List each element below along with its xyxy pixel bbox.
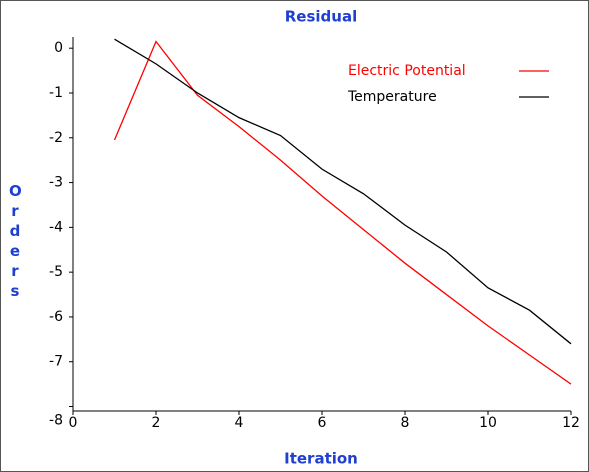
chart-title: Residual (285, 8, 357, 26)
series-line (113, 40, 572, 385)
legend-label: Temperature (347, 89, 437, 105)
y-tick-label: 0 (54, 40, 63, 56)
y-tick-label: -1 (49, 85, 63, 101)
y-tick-label: -4 (49, 219, 63, 235)
x-tick-label: 4 (235, 415, 244, 431)
y-tick-label: -2 (49, 130, 63, 146)
y-tick-label: -8 (49, 413, 63, 429)
y-tick-label: -3 (49, 175, 63, 191)
x-tick-label: 6 (318, 415, 327, 431)
x-tick-label: 0 (69, 415, 78, 431)
x-axis-label: Iteration (284, 450, 358, 468)
series-line (114, 38, 572, 345)
y-tick-label: -7 (49, 354, 63, 370)
x-tick-label: 8 (401, 415, 410, 431)
y-tick-label: -5 (49, 264, 63, 280)
y-axis-label: Orders (9, 182, 22, 300)
x-tick-label: 12 (562, 415, 580, 431)
y-tick-label: -6 (49, 309, 63, 325)
legend-label: Electric Potential (348, 63, 466, 79)
x-tick-label: 2 (152, 415, 161, 431)
x-tick-label: 10 (479, 415, 497, 431)
